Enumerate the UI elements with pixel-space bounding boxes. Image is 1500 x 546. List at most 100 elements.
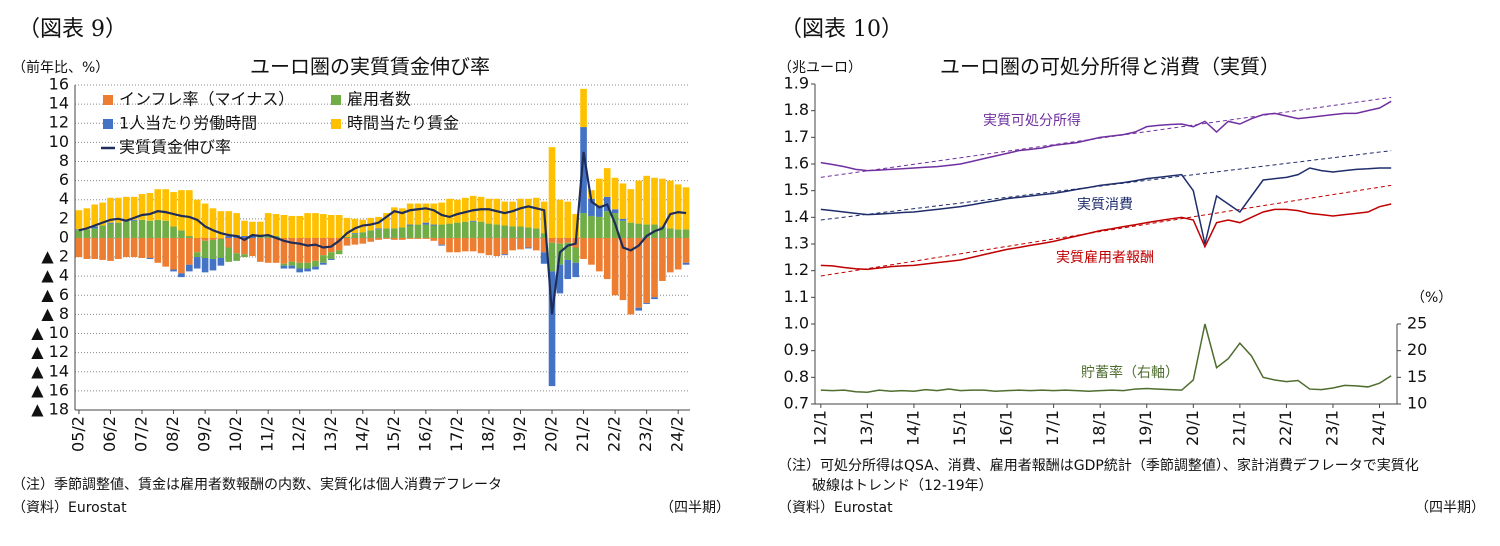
bar-segment: [469, 237, 477, 252]
bar-segment: [674, 229, 682, 238]
bar-segment: [256, 221, 264, 237]
x-tick-label: 22/2: [605, 416, 624, 452]
y-tick-label: 1.0: [784, 314, 809, 333]
y-tick-label: 1.4: [784, 207, 809, 226]
y-tick-label: ▲ 12: [31, 342, 69, 361]
x-tick-label: 12/1: [810, 410, 829, 446]
bar-segment: [130, 196, 138, 220]
bar-segment: [619, 237, 627, 301]
series-line: [820, 203, 1392, 271]
bar-segment: [327, 258, 335, 260]
x-tick-label: 17/1: [1043, 410, 1062, 446]
bar-segment: [548, 242, 556, 272]
x-tick-label: 18/2: [478, 416, 497, 452]
y-tick-label: 6: [59, 170, 69, 189]
bar-segment: [556, 264, 564, 294]
bar-segment: [288, 261, 296, 266]
series-line: [820, 167, 1392, 245]
bar-segment: [540, 252, 548, 264]
source: （資料）Eurostat: [12, 500, 127, 516]
bar-segment: [288, 237, 296, 262]
series-label: 実質可処分所得: [983, 112, 1081, 129]
bar-segment: [146, 220, 154, 238]
bar-segment: [659, 237, 666, 281]
bar-segment: [249, 221, 256, 237]
bar-segment: [572, 262, 579, 278]
bar-segment: [666, 237, 674, 273]
x-tick-label: 20/1: [1183, 410, 1202, 446]
bar-segment: [556, 199, 564, 238]
x-tick-label: 07/2: [132, 416, 151, 452]
bar-segment: [438, 202, 445, 225]
bar-segment: [351, 237, 359, 245]
bar-segment: [430, 203, 438, 225]
bar-segment: [485, 198, 493, 224]
bar-segment: [485, 223, 493, 238]
bar-segment: [509, 226, 516, 238]
bar-segment: [603, 237, 611, 280]
bar-segment: [572, 214, 579, 238]
x-tick-label: 09/2: [195, 416, 214, 452]
bar-segment: [619, 183, 627, 219]
note: 破線はトレンド（12-19年）: [812, 478, 993, 494]
bar-segment: [375, 228, 382, 230]
bar-segment: [296, 215, 304, 238]
bar-segment: [611, 237, 619, 296]
bar-segment: [477, 237, 485, 254]
bar-segment: [564, 259, 572, 280]
bar-segment: [580, 213, 587, 238]
bar-segment: [178, 237, 185, 274]
bar-segment: [485, 237, 493, 256]
series-line: [820, 323, 1392, 394]
bar-segment: [398, 237, 406, 240]
bar-segment: [170, 226, 177, 238]
bar-segment: [596, 178, 603, 206]
x-tick-label: 11/2: [258, 416, 277, 452]
bar-segment: [446, 237, 453, 253]
bar-segment: [186, 236, 193, 238]
bar-segment: [501, 225, 509, 238]
bar-segment: [280, 215, 288, 238]
bar-segment: [335, 237, 343, 251]
bar-segment: [217, 238, 225, 259]
bar-segment: [201, 258, 209, 273]
bar-segment: [146, 237, 154, 259]
bar-segment: [312, 260, 319, 267]
bar-segment: [383, 237, 390, 239]
bar-segment: [241, 254, 248, 258]
bar-segment: [383, 228, 390, 238]
bar-segment: [264, 237, 272, 263]
bar-segment: [430, 237, 438, 241]
bar-segment: [501, 254, 509, 256]
bar-segment: [359, 232, 367, 238]
bar-segment: [674, 184, 682, 230]
bar-segment: [391, 228, 398, 238]
bar-segment: [509, 237, 516, 251]
bar-segment: [619, 218, 627, 221]
bar-segment: [304, 262, 311, 269]
y-tick-label: 1.6: [784, 154, 809, 173]
x-tick-label: 23/1: [1322, 410, 1341, 446]
bar-segment: [564, 242, 572, 260]
bar-segment: [122, 196, 130, 221]
bar-segment: [170, 237, 177, 270]
source: （資料）Eurostat: [778, 500, 893, 516]
series-line: [820, 100, 1392, 172]
bar-segment: [391, 207, 398, 229]
bar-segment: [548, 147, 556, 238]
y-tick-label: ▲ 10: [31, 323, 69, 342]
bar-segment: [509, 201, 516, 227]
x-tick-label: 13/2: [321, 416, 340, 452]
bar-segment: [83, 208, 91, 230]
bar-segment: [461, 197, 469, 222]
bar-segment: [327, 237, 335, 253]
bar-segment: [122, 220, 130, 238]
bar-segment: [469, 195, 477, 221]
bar-segment: [540, 237, 548, 253]
bar-segment: [99, 225, 106, 238]
bar-segment: [170, 192, 177, 227]
x-tick-label: 06/2: [100, 416, 119, 452]
bar-segment: [312, 213, 319, 238]
bar-segment: [122, 237, 130, 258]
bar-segment: [304, 213, 311, 238]
